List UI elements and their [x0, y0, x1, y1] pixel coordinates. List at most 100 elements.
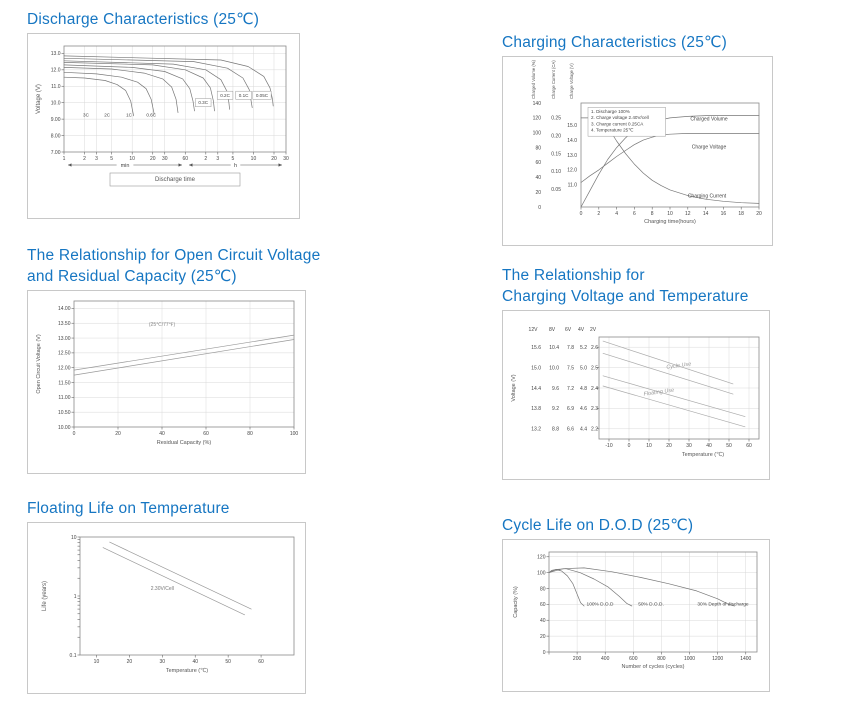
svg-text:11.0: 11.0 — [568, 183, 578, 189]
svg-text:80: 80 — [247, 431, 253, 437]
svg-text:10: 10 — [667, 211, 673, 217]
chart-title-discharge: Discharge Characteristics (25℃) — [27, 11, 260, 28]
chart-title-cycle-life: Cycle Life on D.O.D (25℃) — [502, 517, 694, 534]
svg-text:0.3C: 0.3C — [198, 100, 208, 105]
svg-text:Open Circuit Voltage (V): Open Circuit Voltage (V) — [36, 334, 42, 393]
svg-text:14.0: 14.0 — [567, 138, 577, 144]
svg-text:10.50: 10.50 — [58, 410, 71, 416]
svg-text:100: 100 — [533, 131, 542, 137]
svg-text:12.0: 12.0 — [567, 168, 577, 174]
chart-title-charging: Charging Characteristics (25℃) — [502, 34, 727, 51]
svg-text:10: 10 — [646, 443, 652, 449]
svg-text:20: 20 — [115, 431, 121, 437]
svg-text:60: 60 — [258, 659, 264, 665]
svg-text:Voltage (V): Voltage (V) — [36, 84, 42, 114]
svg-text:100: 100 — [537, 570, 546, 576]
svg-text:2.30V/Cell: 2.30V/Cell — [151, 586, 174, 592]
svg-text:0: 0 — [538, 205, 541, 211]
svg-text:60: 60 — [203, 431, 209, 437]
svg-text:4: 4 — [615, 211, 618, 217]
svg-text:11.50: 11.50 — [58, 380, 70, 386]
svg-text:8.00: 8.00 — [51, 133, 61, 139]
floating-life-chart: 10 20 30 40 50 60 0.1 1 10 Temperature (℃) Life (y… — [42, 535, 295, 674]
chart-frame-floating-life: 10 20 30 40 50 60 0.1 1 10 Temperature (℃) Life (y… — [27, 522, 306, 694]
chart-title-ocv-line1: The Relationship for Open Circuit Voltag… — [27, 247, 321, 264]
svg-text:9.6: 9.6 — [552, 386, 559, 392]
svg-text:13.0: 13.0 — [567, 153, 577, 159]
svg-text:13.0: 13.0 — [51, 51, 61, 57]
svg-text:11.00: 11.00 — [58, 395, 70, 401]
svg-text:11.0: 11.0 — [51, 84, 61, 90]
svg-text:Charging Current: Charging Current — [688, 194, 727, 200]
svg-text:0.20: 0.20 — [551, 133, 561, 139]
svg-text:20: 20 — [535, 190, 541, 196]
svg-text:Charging time(hours): Charging time(hours) — [644, 219, 696, 225]
svg-text:5: 5 — [110, 156, 113, 162]
svg-text:2.4: 2.4 — [591, 386, 598, 392]
svg-text:20: 20 — [540, 634, 546, 640]
svg-text:Charge Voltage: Charge Voltage — [692, 145, 727, 151]
svg-text:100: 100 — [290, 431, 299, 437]
svg-text:13.8: 13.8 — [531, 406, 541, 412]
svg-text:0.05: 0.05 — [551, 187, 561, 193]
svg-text:14.4: 14.4 — [531, 386, 541, 392]
svg-text:30: 30 — [160, 659, 166, 665]
svg-text:50: 50 — [726, 443, 732, 449]
svg-text:40: 40 — [159, 431, 165, 437]
svg-text:800: 800 — [657, 656, 666, 662]
svg-text:0: 0 — [580, 211, 583, 217]
svg-text:Charge Voltage (V): Charge Voltage (V) — [569, 63, 574, 99]
svg-text:Charge Current (CA): Charge Current (CA) — [551, 60, 556, 99]
svg-text:20: 20 — [271, 156, 277, 162]
svg-text:2.2: 2.2 — [591, 427, 598, 433]
svg-text:13.2: 13.2 — [531, 427, 541, 433]
svg-text:80: 80 — [540, 586, 546, 592]
svg-text:h: h — [234, 163, 237, 169]
discharge-characteristics-chart: 1 2 3 5 10 20 30 60 2 3 5 10 20 30 7.00 8.00 9.00 10.0 11.… — [36, 45, 289, 187]
svg-text:3. Charge current 0.25CA: 3. Charge current 0.25CA — [591, 121, 644, 126]
svg-text:2: 2 — [204, 156, 207, 162]
chart-title-cvt-line1: The Relationship for — [502, 267, 645, 284]
svg-text:120: 120 — [533, 116, 542, 122]
svg-text:13.50: 13.50 — [58, 321, 71, 327]
svg-text:0.25: 0.25 — [551, 116, 561, 122]
svg-text:20: 20 — [756, 211, 762, 217]
svg-text:0.15: 0.15 — [551, 151, 561, 157]
svg-text:100% D.O.D: 100% D.O.D — [587, 602, 614, 608]
svg-text:8: 8 — [651, 211, 654, 217]
svg-text:6.6: 6.6 — [567, 427, 574, 433]
svg-text:Temperature (℃): Temperature (℃) — [682, 451, 724, 458]
svg-text:Life (years): Life (years) — [42, 581, 48, 611]
svg-text:40: 40 — [535, 175, 541, 181]
svg-text:0.10: 0.10 — [551, 169, 561, 175]
svg-text:120: 120 — [537, 555, 546, 561]
svg-text:9.00: 9.00 — [51, 117, 61, 123]
svg-text:15.0: 15.0 — [531, 365, 541, 371]
charging-characteristics-chart: 0 2 4 6 8 10 12 14 16 18 20 140 120 100 80 60 40 20 0 Charg… — [531, 60, 762, 225]
svg-text:0.1: 0.1 — [70, 653, 77, 659]
svg-text:6V: 6V — [565, 327, 572, 333]
svg-text:2C: 2C — [104, 113, 111, 118]
svg-text:Discharge time: Discharge time — [155, 177, 196, 183]
chart-frame-cycle-life: 200 400 600 800 1000 1200 1400 0 20 40 60 80 100 120 N… — [502, 539, 770, 692]
svg-text:10: 10 — [129, 156, 135, 162]
svg-text:Temperature (℃): Temperature (℃) — [166, 667, 208, 674]
svg-text:30: 30 — [686, 443, 692, 449]
open-circuit-voltage-chart: 0 20 40 60 80 100 10.00 10.50 11.00 11.50 12.00 12.… — [36, 300, 299, 446]
svg-text:1. Discharge 100%: 1. Discharge 100% — [591, 109, 630, 114]
svg-text:7.5: 7.5 — [567, 365, 574, 371]
svg-text:Capacity (%): Capacity (%) — [513, 586, 519, 618]
section-open-circuit-voltage: The Relationship for Open Circuit Voltag… — [27, 245, 321, 474]
svg-text:4.6: 4.6 — [580, 406, 587, 412]
svg-text:18: 18 — [738, 211, 744, 217]
svg-text:2: 2 — [83, 156, 86, 162]
svg-text:30% Depth of discharge: 30% Depth of discharge — [697, 602, 749, 608]
svg-text:60: 60 — [535, 160, 541, 166]
svg-text:12.0: 12.0 — [51, 68, 61, 74]
svg-text:10.0: 10.0 — [549, 365, 559, 371]
svg-text:50: 50 — [225, 659, 231, 665]
svg-text:10.0: 10.0 — [51, 100, 61, 106]
svg-text:15.6: 15.6 — [531, 345, 541, 351]
svg-text:Charged Volume (%): Charged Volume (%) — [531, 60, 536, 99]
svg-text:16: 16 — [721, 211, 727, 217]
